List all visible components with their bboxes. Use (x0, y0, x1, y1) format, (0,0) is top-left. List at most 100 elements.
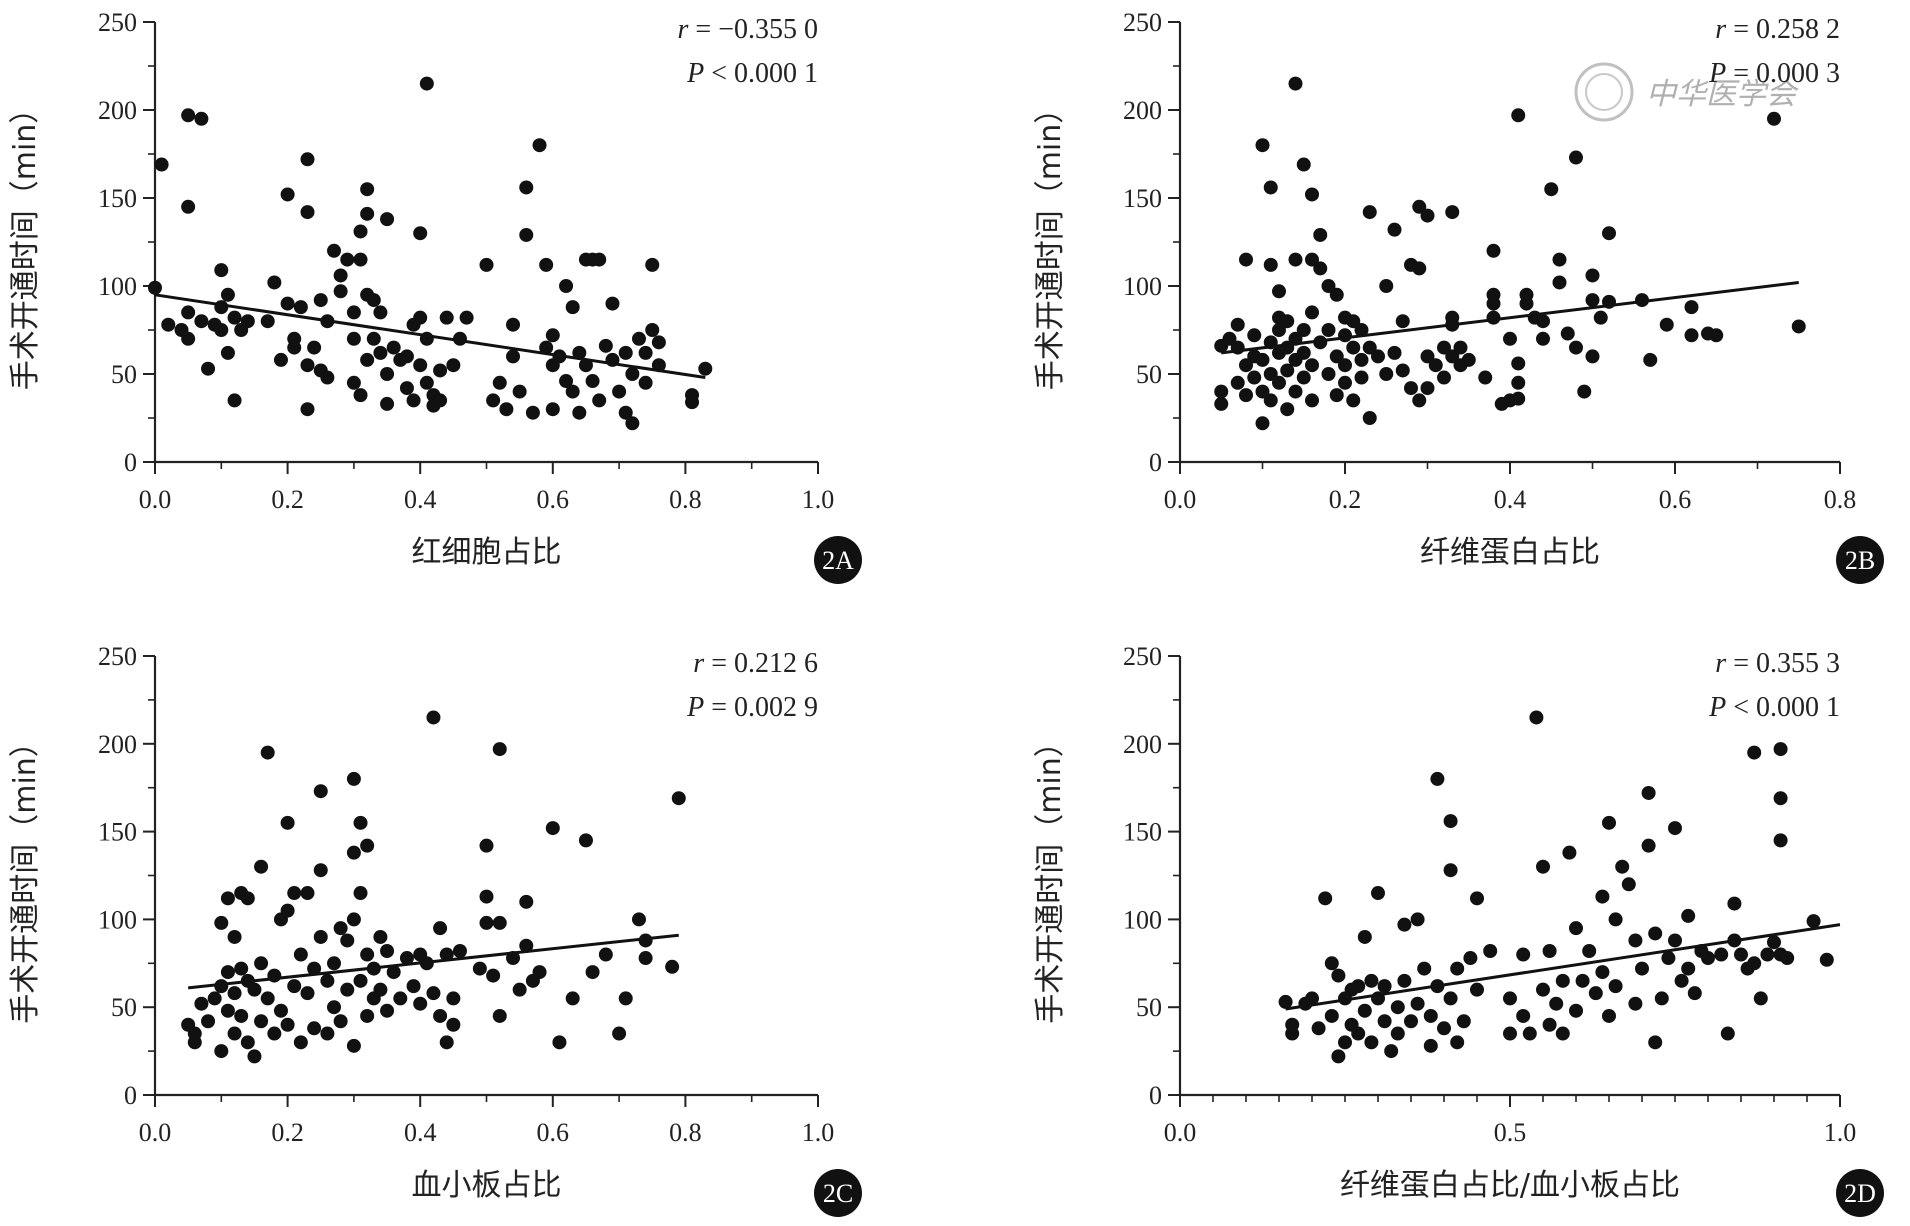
panel-2a-data-point (194, 314, 209, 329)
panel-2a-data-point (366, 293, 381, 308)
panel-2b-data-point (1255, 416, 1270, 431)
panel-2a-data-point (353, 388, 368, 403)
panel-2c-data-point (413, 996, 428, 1011)
panel-2d-data-point (1278, 994, 1293, 1009)
panel-2a-data-point (346, 331, 361, 346)
panel-2c-data-point (320, 1026, 335, 1041)
panel-2c-x-tick-label: 1.0 (802, 1118, 835, 1147)
panel-2a-data-point (598, 338, 613, 353)
panel-2c-panel-badge (814, 1169, 862, 1217)
panel-2b-data-point (1230, 375, 1245, 390)
watermark-seal-icon (1574, 62, 1634, 122)
panel-2a-data-point (651, 335, 666, 350)
panel-2c-data-point (353, 886, 368, 901)
panel-2d-data-point (1311, 1021, 1326, 1036)
panel-2b-data-point (1519, 296, 1534, 311)
panel-2b-data-point (1296, 345, 1311, 360)
panel-2a-x-tick-label: 0.6 (537, 485, 570, 514)
panel-2b-x-tick-label: 0.2 (1329, 485, 1362, 514)
panel-2c-x-tick-label: 0.8 (669, 1118, 702, 1147)
panel-2a-data-point (154, 157, 169, 172)
panel-2d-data-point (1767, 935, 1781, 950)
panel-2b-data-point (1420, 349, 1435, 364)
panel-2c-data-point (426, 710, 441, 725)
panel-2b-data-point (1263, 180, 1278, 195)
panel-2a-regression-line (154, 293, 706, 380)
panel-2a-data-point (539, 340, 554, 355)
scatter-panel-2b: 0 50 100 150 200 250 0.0 0.2 0.4 0.6 0.8 纤维蛋白占比 手术开通… (1033, 8, 1884, 584)
panel-2d-data-point (1582, 944, 1597, 959)
panel-2b-data-point (1272, 284, 1286, 299)
panel-2c-data-point (671, 791, 686, 806)
panel-2a-data-point (300, 152, 315, 167)
panel-2b-data-point (1239, 388, 1253, 403)
panel-2a-data-point (300, 358, 315, 373)
panel-2b-data-point (1346, 314, 1361, 329)
panel-2b-panel-label: 2B (1845, 546, 1875, 575)
panel-2d-data-point (1641, 838, 1656, 853)
panel-2d-x-tick-label: 0.0 (1164, 1118, 1197, 1147)
panel-2a-data-point (386, 340, 401, 355)
panel-2d-data-point (1371, 886, 1385, 901)
panel-2b-data-point (1428, 358, 1443, 373)
panel-2a-data-point (625, 416, 640, 431)
panel-2b-data-point (1585, 293, 1600, 308)
panel-2b-data-point (1321, 323, 1336, 337)
panel-2a-data-point (260, 314, 275, 329)
panel-2b-data-point (1305, 252, 1319, 267)
panel-2b-data-point (1478, 370, 1493, 385)
panel-2b-data-point (1420, 381, 1435, 396)
panel-2d-x-tick-label: 0.5 (1494, 1118, 1527, 1147)
panel-2a-data-point (539, 257, 554, 272)
panel-2a-data-point (307, 340, 322, 355)
panel-2b-data-point (1544, 182, 1559, 197)
panel-2b-data-point (1684, 300, 1699, 315)
panel-2d-data-point (1423, 1008, 1438, 1023)
panel-2d-y-axis-label: 手术开通时间（min） (1033, 727, 1068, 1024)
panel-2c-data-point (585, 965, 600, 980)
panel-2a-data-point (181, 331, 196, 346)
panel-2a-data-point (240, 314, 255, 329)
panel-2d-data-point (1621, 877, 1636, 892)
panel-2b-data-point (1486, 243, 1501, 258)
panel-2c-data-point (426, 986, 441, 1001)
panel-2b-data-point (1445, 349, 1460, 364)
panel-2a-data-point (612, 384, 627, 399)
panel-2a-y-tick-label: 50 (111, 360, 137, 389)
panel-2c-data-point (240, 891, 255, 906)
panel-2c-data-point (631, 912, 646, 927)
panel-2c-data-point (307, 1021, 322, 1036)
panel-2d-data-point (1450, 1035, 1465, 1050)
panel-2b-data-point (1767, 111, 1781, 126)
panel-2d-data-point (1569, 1003, 1583, 1018)
panel-2c-data-point (280, 815, 295, 830)
panel-2c-data-point (220, 965, 235, 980)
panel-2b-data-point (1280, 402, 1295, 417)
panel-2c-data-point (214, 915, 229, 930)
panel-2a-y-tick-label: 100 (98, 272, 137, 301)
panel-2a-data-point (565, 384, 580, 399)
panel-2c-data-point (532, 965, 547, 980)
panel-2b-data-point (1305, 358, 1319, 373)
panel-2b-data-point (1338, 328, 1352, 343)
panel-2c-data-point (565, 991, 580, 1006)
panel-2a-data-point (459, 310, 474, 325)
panel-2d-data-point (1483, 944, 1498, 959)
panel-2d-data-point (1536, 982, 1550, 997)
panel-2b-data-point (1511, 375, 1526, 390)
panel-2b-data-point (1577, 384, 1592, 399)
panel-2a-data-point (346, 375, 361, 390)
panel-2d-data-point (1648, 1035, 1663, 1050)
panel-2c-x-tick-label: 0.6 (537, 1118, 570, 1147)
panel-2d-data-point (1536, 859, 1550, 874)
watermark-seal-inner-icon (1585, 73, 1623, 111)
panel-2d-data-point (1331, 1049, 1346, 1064)
panel-2c-data-point (638, 951, 653, 966)
panel-2d-data-point (1569, 921, 1583, 936)
panel-2d-data-point (1338, 1035, 1352, 1050)
panel-2a-data-point (320, 370, 335, 385)
panel-2c-data-point (300, 886, 315, 901)
panel-2c-data-point (598, 947, 613, 962)
panel-2b-data-point (1313, 227, 1328, 242)
panel-2c-data-point (340, 982, 355, 997)
